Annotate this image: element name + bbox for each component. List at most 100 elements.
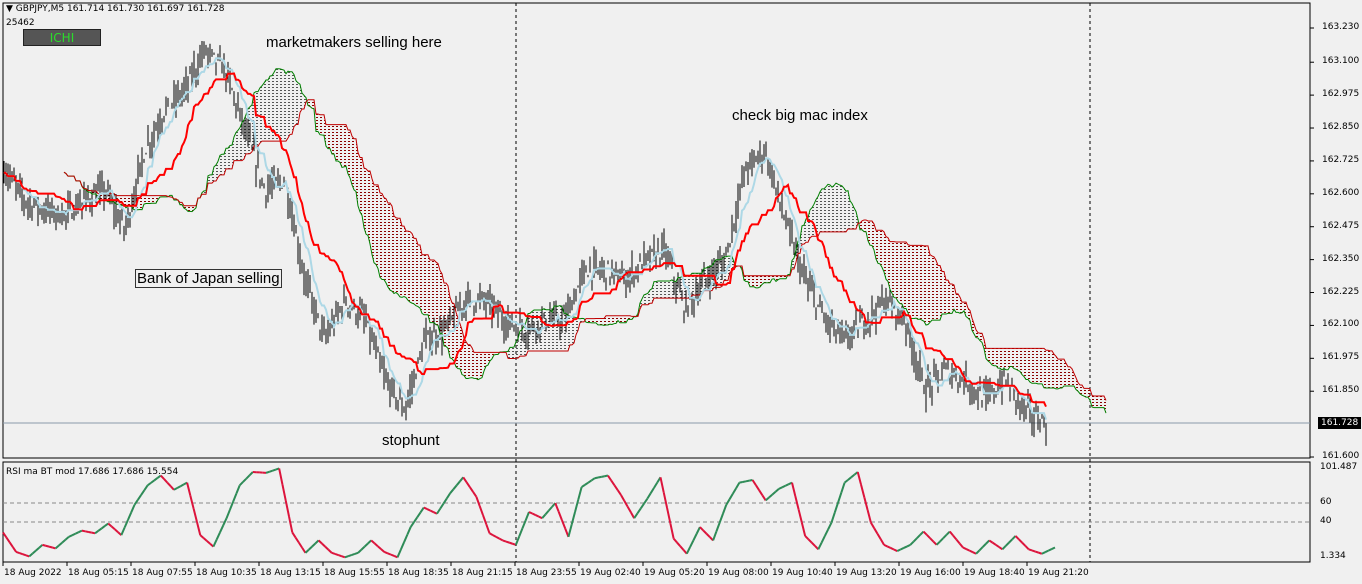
rsi-segment bbox=[794, 495, 800, 510]
cloud-segment bbox=[1076, 377, 1078, 392]
cloud-segment bbox=[908, 244, 910, 319]
cloud-segment bbox=[824, 186, 826, 232]
cloud-segment bbox=[772, 275, 774, 280]
annotation-bigmac[interactable]: check big mac index bbox=[732, 107, 868, 124]
cloud-segment bbox=[894, 241, 896, 298]
cloud-segment bbox=[1022, 348, 1024, 377]
cloud-segment bbox=[812, 204, 814, 237]
symbol-info: ▼ GBPJPY,M5 161.714 161.730 161.697 161.… bbox=[6, 4, 225, 14]
rsi-segment bbox=[19, 552, 24, 556]
cloud-segment bbox=[692, 273, 694, 296]
rsi-segment bbox=[423, 506, 428, 510]
rsi-segment bbox=[71, 532, 76, 537]
rsi-segment bbox=[942, 534, 948, 539]
cloud-segment bbox=[374, 184, 376, 265]
rsi-segment bbox=[120, 527, 126, 536]
rsi-segment bbox=[870, 522, 876, 529]
cloud-segment bbox=[276, 68, 278, 142]
cloud-segment bbox=[510, 347, 512, 359]
rsi-segment bbox=[232, 493, 238, 503]
rsi-segment bbox=[1038, 551, 1043, 555]
rsi-segment bbox=[765, 496, 770, 502]
rsi-segment bbox=[975, 549, 981, 555]
cloud-segment bbox=[412, 233, 414, 304]
cloud-segment bbox=[884, 231, 886, 280]
rsi-segment bbox=[587, 479, 593, 484]
cloud-segment bbox=[362, 157, 364, 228]
rsi-segment bbox=[416, 511, 422, 518]
cloud-segment bbox=[414, 238, 416, 306]
time-label: 18 Aug 10:35 bbox=[196, 568, 257, 578]
rsi-segment bbox=[771, 491, 777, 496]
cloud-segment bbox=[1034, 348, 1036, 384]
rsi-segment bbox=[643, 498, 649, 505]
rsi-segment bbox=[419, 506, 425, 513]
cloud-segment bbox=[388, 203, 390, 291]
cloud-segment bbox=[356, 138, 358, 206]
cloud-segment bbox=[1008, 348, 1010, 370]
cloud-segment bbox=[650, 288, 652, 304]
cloud-segment bbox=[654, 281, 656, 299]
rsi-segment bbox=[383, 551, 389, 555]
rsi-segment bbox=[535, 514, 540, 518]
cloud-segment bbox=[308, 99, 310, 107]
main-chart-frame bbox=[2, 2, 1311, 459]
price-label: 162.475 bbox=[1322, 220, 1360, 231]
rsi-segment bbox=[528, 511, 533, 515]
cloud-segment bbox=[1002, 348, 1004, 370]
cloud-segment bbox=[944, 271, 946, 315]
cloud-segment bbox=[646, 293, 648, 305]
cloud-segment bbox=[988, 348, 990, 363]
rsi-segment bbox=[468, 486, 474, 493]
rsi-segment bbox=[22, 553, 27, 557]
rsi-segment bbox=[969, 549, 974, 554]
rsi-segment bbox=[837, 492, 843, 503]
rsi-segment bbox=[502, 539, 507, 543]
cloud-segment bbox=[378, 184, 380, 278]
cloud-segment bbox=[226, 148, 228, 169]
price-label: 162.225 bbox=[1322, 286, 1360, 297]
cloud-segment bbox=[334, 124, 336, 161]
rsi-segment bbox=[672, 537, 678, 544]
ichi-button[interactable]: ICHI bbox=[23, 29, 101, 46]
cloud-segment bbox=[1096, 396, 1098, 408]
rsi-segment bbox=[327, 549, 333, 554]
cloud-segment bbox=[648, 290, 650, 305]
rsi-segment bbox=[321, 542, 326, 548]
rsi-segment bbox=[8, 541, 14, 548]
cloud-segment bbox=[420, 244, 422, 314]
cloud-segment bbox=[854, 207, 856, 229]
cloud-segment bbox=[982, 333, 984, 349]
cloud-segment bbox=[606, 315, 608, 325]
rsi-segment bbox=[666, 507, 672, 524]
cloud-segment bbox=[962, 302, 964, 313]
rsi-segment bbox=[127, 512, 133, 521]
rsi-segment bbox=[413, 516, 419, 523]
rsi-segment bbox=[735, 482, 741, 489]
cloud-segment bbox=[896, 241, 898, 302]
cloud-segment bbox=[416, 238, 418, 307]
cloud-segment bbox=[938, 265, 940, 321]
cloud-segment bbox=[1068, 366, 1070, 386]
cloud-segment bbox=[1080, 385, 1082, 396]
rsi-segment bbox=[429, 509, 435, 514]
rsi-segment bbox=[843, 479, 849, 484]
cloud-segment bbox=[186, 205, 188, 212]
annotation-boj[interactable]: Bank of Japan selling bbox=[135, 269, 282, 288]
rsi-segment bbox=[807, 538, 813, 544]
annotation-stophunt[interactable]: stophunt bbox=[382, 432, 440, 449]
cloud-segment bbox=[154, 195, 156, 204]
rsi-segment bbox=[439, 502, 445, 510]
rsi-segment bbox=[570, 511, 576, 525]
rsi-segment bbox=[590, 477, 596, 482]
price-label: 162.600 bbox=[1322, 187, 1360, 198]
rsi-segment bbox=[544, 509, 550, 516]
rsi-segment bbox=[962, 546, 967, 550]
rsi-segment bbox=[649, 487, 655, 494]
annotation-marketmakers[interactable]: marketmakers selling here bbox=[266, 34, 442, 51]
rsi-segment bbox=[225, 509, 231, 519]
rsi-segment bbox=[42, 543, 46, 547]
rsi-segment bbox=[742, 480, 747, 483]
rsi-segment bbox=[1008, 538, 1013, 544]
